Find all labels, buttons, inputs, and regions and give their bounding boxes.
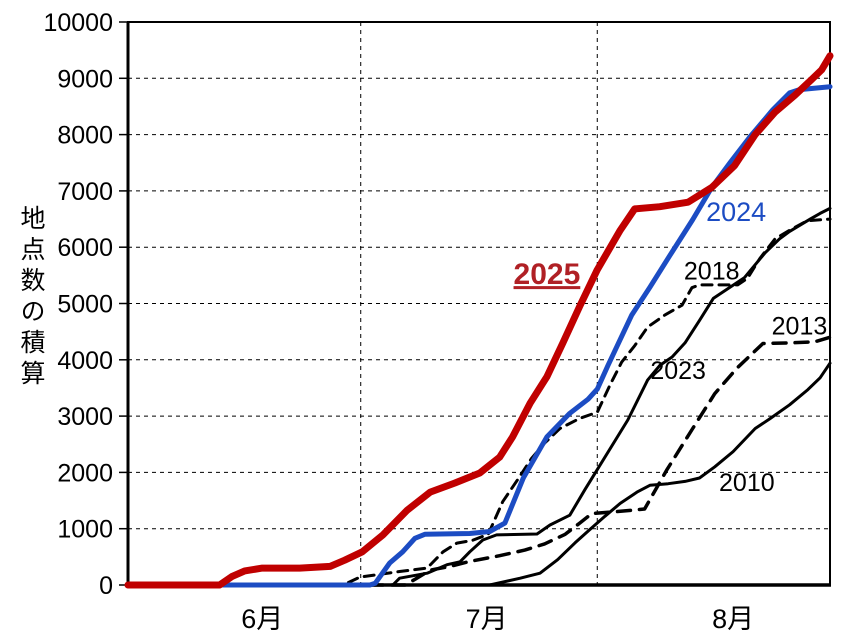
series-label-2010: 2010	[719, 469, 775, 497]
series-line-2025	[124, 52, 834, 589]
x-month-label: 7月	[466, 604, 508, 634]
x-month-label: 8月	[712, 604, 754, 634]
y-axis-title: 地点数の積算	[17, 205, 45, 391]
series-label-2025: 2025	[514, 258, 581, 291]
y-tick-label: 0	[99, 572, 113, 600]
y-tick-label: 5000	[57, 291, 113, 319]
y-tick-label: 6000	[57, 234, 113, 262]
y-tick-label: 2000	[57, 459, 113, 487]
series-line-2018	[126, 217, 832, 587]
series-line-2013	[126, 335, 832, 587]
y-tick-label: 7000	[57, 178, 113, 206]
series-line-2010	[126, 361, 832, 587]
series-label-2023: 2023	[650, 357, 706, 385]
series-label-2018: 2018	[684, 258, 740, 286]
y-tick-label: 1000	[57, 516, 113, 544]
y-tick-label: 9000	[57, 65, 113, 93]
y-tick-label: 8000	[57, 122, 113, 150]
series-label-2024: 2024	[706, 197, 766, 227]
y-tick-label: 10000	[43, 9, 113, 37]
series-line-2024	[125, 84, 833, 588]
series-label-2013: 2013	[772, 313, 828, 341]
y-tick-label: 4000	[57, 347, 113, 375]
x-month-label: 6月	[241, 604, 283, 634]
y-tick-label: 3000	[57, 403, 113, 431]
series-line-2023	[126, 206, 832, 587]
